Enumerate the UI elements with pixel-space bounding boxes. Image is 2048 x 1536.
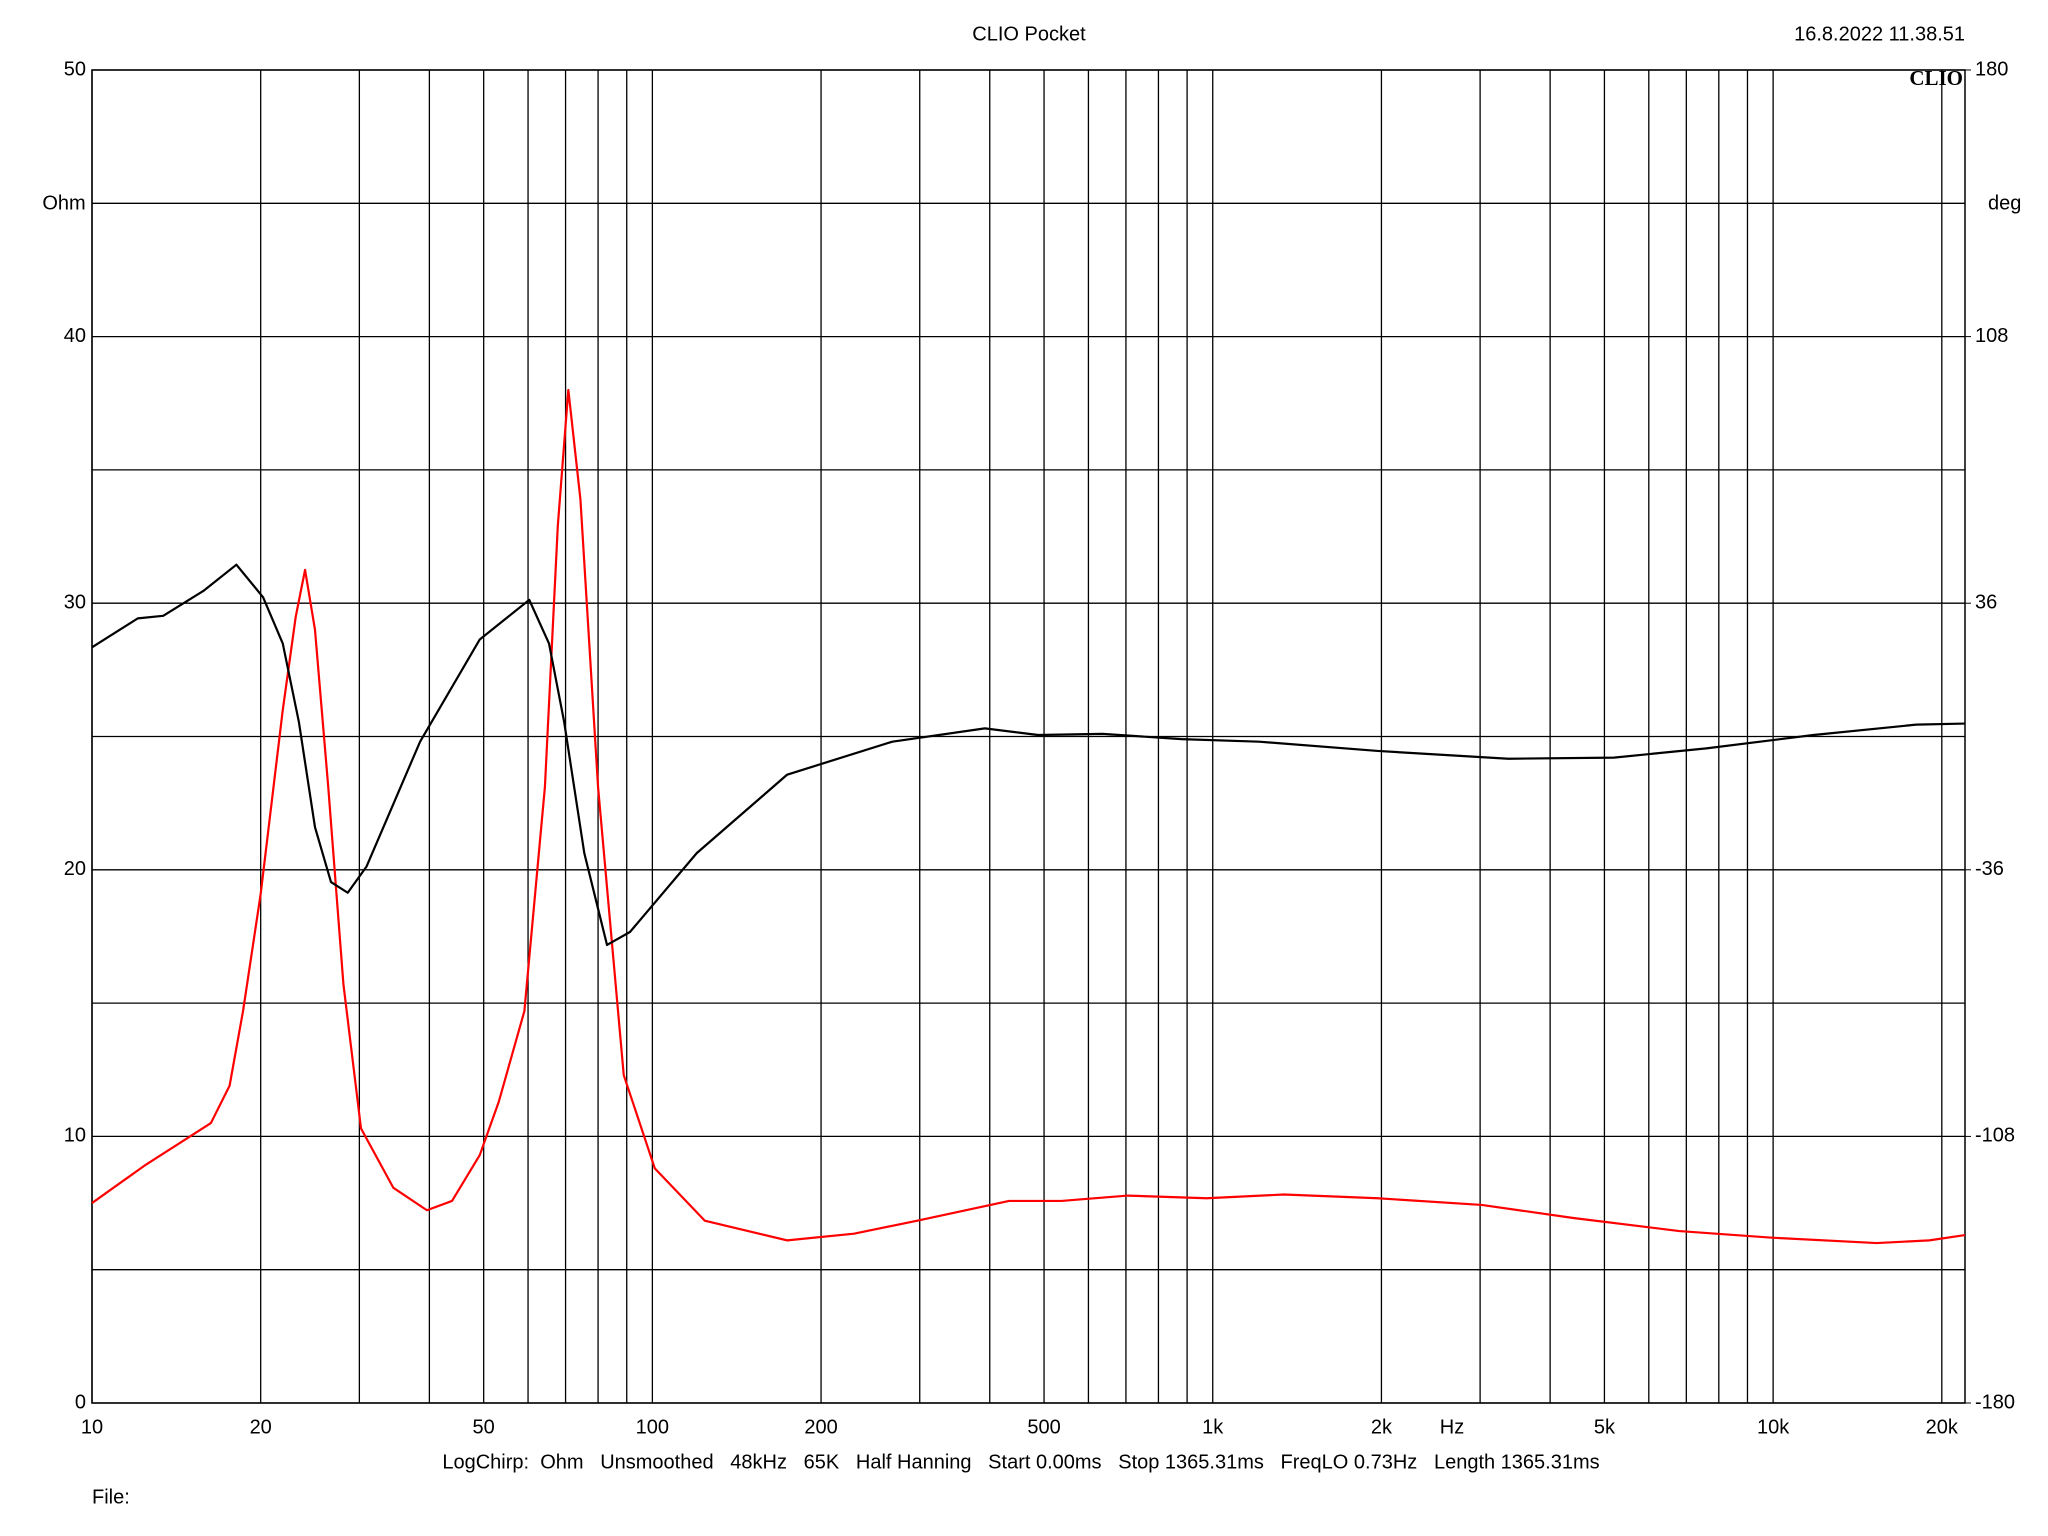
x-tick-label: 10 — [81, 1416, 103, 1438]
y2-axis-label: deg — [1988, 192, 2021, 214]
y-tick-label: 0 — [75, 1391, 86, 1413]
x-tick-label: 2k — [1371, 1416, 1393, 1438]
y2-tick-label: -36 — [1975, 858, 2004, 880]
series-line — [91, 388, 1966, 1245]
x-tick-label: 20 — [250, 1416, 272, 1438]
x-tick-label: 20k — [1926, 1416, 1959, 1438]
x-tick-label: 10k — [1757, 1416, 1790, 1438]
y-tick-label: 20 — [64, 858, 86, 880]
x-tick-label: 500 — [1027, 1416, 1060, 1438]
y-tick-label: 30 — [64, 591, 86, 613]
y2-tick-label: 36 — [1975, 591, 1997, 613]
y-tick-label: 50 — [64, 58, 86, 80]
y-tick-label: 10 — [64, 1125, 86, 1147]
x-tick-label: 5k — [1594, 1416, 1616, 1438]
y2-tick-label: 180 — [1975, 58, 2008, 80]
x-tick-label: 200 — [804, 1416, 837, 1438]
x-axis-label: Hz — [1440, 1416, 1464, 1438]
timestamp: 16.8.2022 11.38.51 — [1794, 23, 1965, 45]
y2-tick-label: -180 — [1975, 1391, 2015, 1413]
series-line — [91, 563, 1966, 947]
y-axis-label: Ohm — [42, 192, 85, 214]
chart-title: CLIO Pocket — [972, 23, 1086, 45]
y-tick-label: 40 — [64, 325, 86, 347]
y2-tick-label: -108 — [1975, 1125, 2015, 1147]
plot-frame — [91, 69, 1966, 1404]
file-label: File: — [92, 1486, 130, 1508]
x-tick-label: 50 — [473, 1416, 495, 1438]
y2-tick-label: 108 — [1975, 325, 2008, 347]
x-tick-label: 1k — [1202, 1416, 1224, 1438]
x-tick-label: 100 — [636, 1416, 669, 1438]
footer: LogChirp: Ohm Unsmoothed 48kHz 65K Half … — [442, 1451, 1599, 1473]
